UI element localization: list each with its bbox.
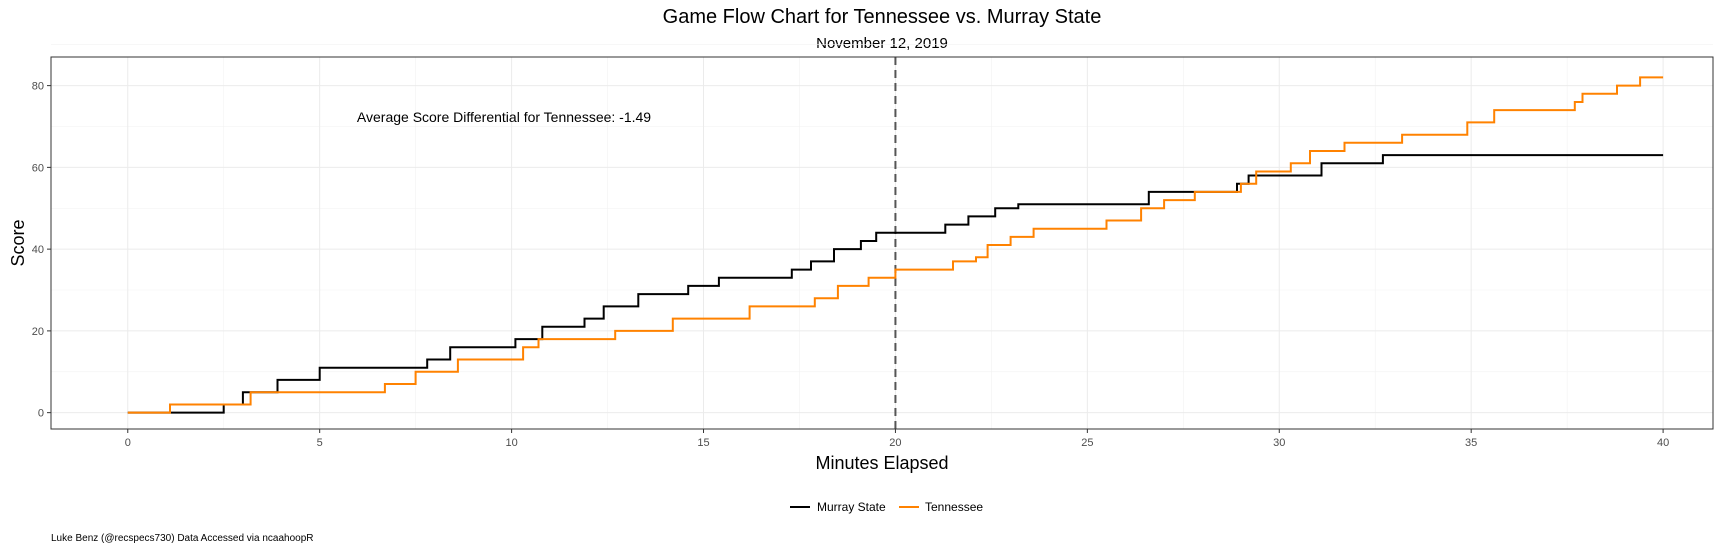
- x-tick-label: 40: [1657, 437, 1669, 449]
- score-differential-annotation: Average Score Differential for Tennessee…: [357, 109, 651, 125]
- series-line-murray-state: [127, 154, 1664, 414]
- legend-label-murray-state: Murray State: [817, 500, 886, 514]
- grid-lines: [51, 44, 1713, 429]
- y-tick-label: 60: [32, 162, 44, 174]
- y-tick-label: 40: [32, 244, 44, 256]
- chart-subtitle: November 12, 2019: [816, 35, 948, 52]
- chart-caption: Luke Benz (@recspecs730) Data Accessed v…: [51, 533, 314, 544]
- y-axis-title: Score: [8, 219, 28, 266]
- x-tick-label: 35: [1465, 437, 1477, 449]
- series-line-tennessee: [127, 76, 1664, 414]
- chart-title: Game Flow Chart for Tennessee vs. Murray…: [663, 6, 1102, 28]
- y-tick-label: 0: [38, 408, 44, 420]
- plot-panel-border: [50, 56, 1714, 430]
- x-tick-label: 5: [317, 437, 323, 449]
- axis-ticks: 0 5 10 15 20 25 30 35 40 0 20 40 60 80: [32, 81, 1669, 449]
- x-tick-label: 25: [1081, 437, 1093, 449]
- plot-panel-background: [51, 57, 1713, 429]
- y-tick-label: 20: [32, 326, 44, 338]
- y-tick-label: 80: [32, 81, 44, 93]
- x-tick-label: 15: [697, 437, 709, 449]
- x-tick-label: 0: [125, 437, 131, 449]
- legend-label-tennessee: Tennessee: [925, 500, 983, 514]
- legend: Murray State Tennessee: [790, 500, 983, 514]
- x-tick-label: 20: [889, 437, 901, 449]
- x-axis-title: Minutes Elapsed: [815, 453, 948, 473]
- series-layer: [127, 76, 1664, 414]
- x-tick-label: 30: [1273, 437, 1285, 449]
- x-tick-label: 10: [505, 437, 517, 449]
